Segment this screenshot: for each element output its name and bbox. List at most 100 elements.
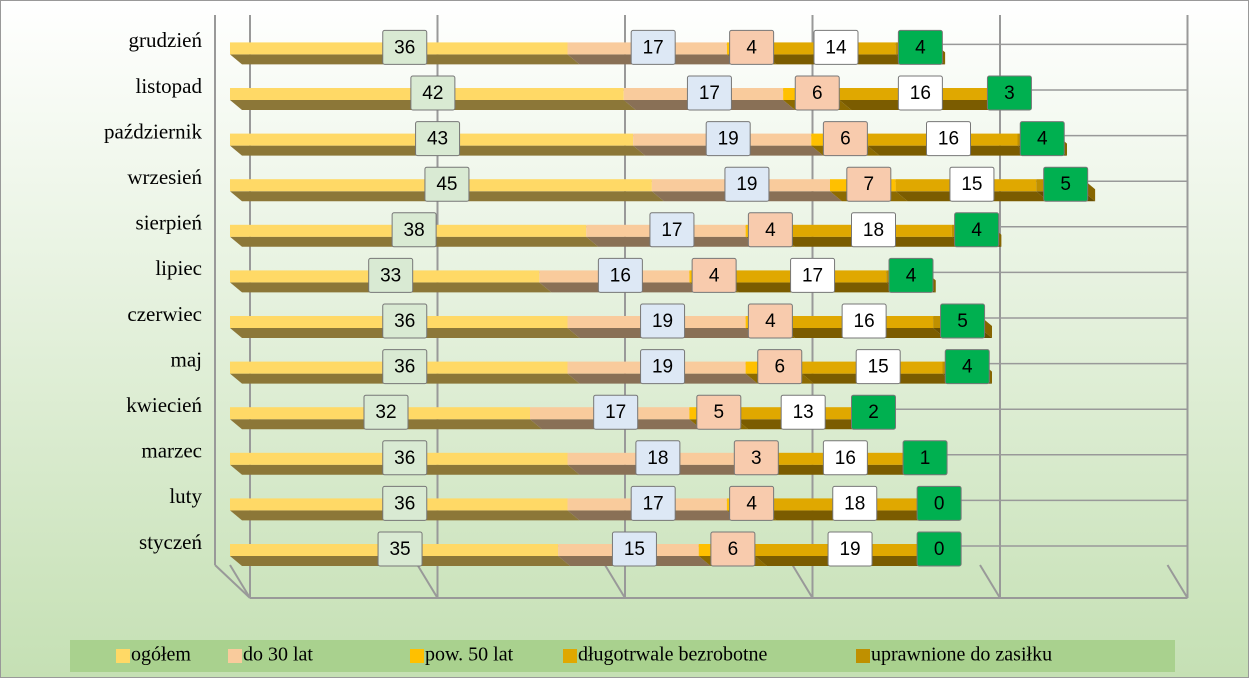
label-box: [382, 29, 428, 65]
label-box: [710, 531, 756, 567]
label-box: [363, 394, 409, 430]
data-label: 4: [915, 37, 926, 58]
label-box: [897, 29, 943, 65]
label-box: [593, 394, 639, 430]
data-label: 36: [394, 357, 415, 378]
legend-swatch: [116, 649, 130, 663]
data-label: 19: [652, 311, 673, 332]
data-label: 42: [422, 83, 443, 104]
legend-band: [70, 640, 1175, 672]
data-label: 5: [1060, 174, 1071, 195]
data-label: 16: [610, 265, 631, 286]
data-label: 16: [910, 83, 931, 104]
data-label: 3: [751, 448, 762, 469]
label-box: [382, 303, 428, 339]
label-box: [888, 257, 934, 293]
data-label: 6: [728, 539, 739, 560]
data-label: 19: [718, 129, 739, 150]
label-box: [1043, 166, 1089, 202]
data-label: 4: [962, 357, 973, 378]
data-label: 6: [774, 357, 785, 378]
data-label: 15: [961, 174, 982, 195]
axis-line: [214, 564, 251, 599]
label-box: [630, 29, 676, 65]
data-label: 4: [906, 265, 917, 286]
label-box: [855, 349, 901, 385]
label-box: [822, 440, 868, 476]
data-label: 4: [746, 37, 757, 58]
data-label: 4: [746, 493, 757, 514]
data-label: 36: [394, 448, 415, 469]
grid-line: [229, 564, 251, 599]
label-box: [897, 75, 943, 111]
data-label: 32: [375, 402, 396, 423]
data-label: 17: [643, 493, 664, 514]
label-box: [832, 485, 878, 521]
y-tick-label: kwiecień: [126, 393, 202, 417]
data-label: 4: [765, 220, 776, 241]
label-box: [851, 212, 896, 248]
grid-line: [791, 564, 814, 599]
data-label: 45: [436, 174, 457, 195]
legend-swatch: [856, 649, 870, 663]
grid-line: [604, 564, 626, 599]
label-box: [382, 485, 428, 521]
data-label: 5: [714, 402, 725, 423]
label-box: [630, 485, 676, 521]
data-label: 18: [647, 448, 668, 469]
label-box: [691, 257, 737, 293]
label-box: [747, 212, 793, 248]
label-box: [635, 440, 681, 476]
label-box: [705, 121, 751, 157]
y-tick-label: grudzień: [129, 28, 203, 52]
label-box: [757, 349, 803, 385]
data-label: 0: [934, 539, 945, 560]
legend-swatch: [410, 649, 424, 663]
data-label: 6: [840, 129, 851, 150]
label-box: [640, 303, 686, 339]
label-box: [846, 166, 892, 202]
data-label: 4: [1037, 129, 1048, 150]
label-box: [382, 349, 428, 385]
legend-label: uprawnione do zasiłku: [871, 644, 1052, 666]
data-label: 16: [938, 129, 959, 150]
label-box: [747, 303, 793, 339]
label-box: [611, 531, 657, 567]
y-tick-label: październik: [104, 119, 202, 143]
label-box: [382, 440, 428, 476]
data-label: 1: [920, 448, 931, 469]
data-label: 16: [835, 448, 856, 469]
label-box: [822, 121, 868, 157]
label-box: [424, 166, 470, 202]
label-box: [415, 121, 461, 157]
data-label: 17: [643, 37, 664, 58]
label-box: [640, 349, 686, 385]
label-box: [986, 75, 1032, 111]
legend-label: długotrwale bezrobotne: [578, 644, 767, 666]
label-box: [780, 394, 826, 430]
label-box: [916, 531, 962, 567]
label-box: [696, 394, 742, 430]
grid-line: [1166, 564, 1189, 599]
label-box: [649, 212, 695, 248]
label-box: [597, 257, 643, 293]
legend-swatch: [563, 649, 577, 663]
data-label: 14: [825, 37, 847, 58]
label-box: [841, 303, 887, 339]
grid-line: [416, 564, 439, 599]
label-box: [916, 485, 962, 521]
label-box: [940, 303, 986, 339]
label-box: [377, 531, 423, 567]
label-box: [391, 212, 437, 248]
data-label: 15: [624, 539, 645, 560]
data-label: 18: [844, 493, 865, 514]
y-tick-label: marzec: [141, 439, 202, 463]
data-label: 18: [863, 220, 884, 241]
label-box: [686, 75, 732, 111]
data-label: 4: [971, 220, 982, 241]
data-label: 17: [661, 220, 682, 241]
label-box: [1019, 121, 1065, 157]
label-box: [902, 440, 948, 476]
data-label: 6: [812, 83, 823, 104]
